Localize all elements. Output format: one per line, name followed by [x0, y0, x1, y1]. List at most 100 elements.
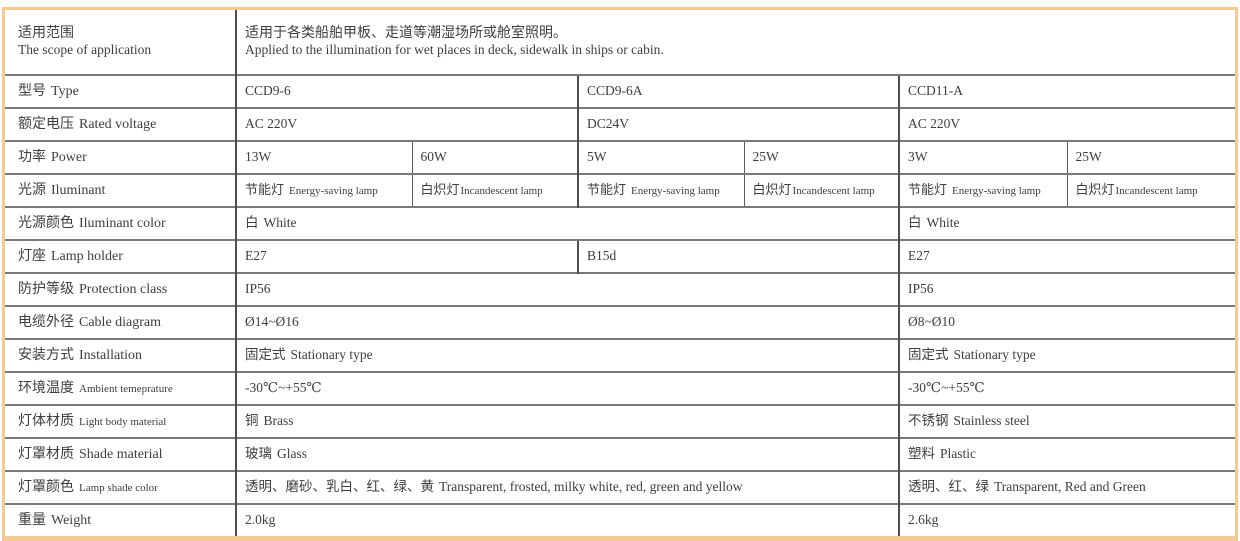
row-ambient-temperature: 环境温度 Ambient temeprature -30℃~+55℃ -30℃~+…	[5, 371, 1236, 405]
value-cell: 13W	[235, 140, 412, 174]
value-cell: 25W	[1066, 140, 1236, 174]
row-shade-material: 灯罩材质 Shade material 玻璃 Glass 塑料 Plastic	[5, 437, 1236, 471]
value-cell: -30℃~+55℃	[897, 371, 1236, 405]
value-cell: 白 White	[897, 206, 1236, 240]
row-lamp-holder: 灯座 Lamp holder E27 B15d E27	[5, 239, 1236, 273]
row-installation: 安装方式 Installation 固定式 Stationary type 固定式 S…	[5, 338, 1236, 372]
value-cell: 不锈钢 Stainless steel	[897, 404, 1236, 438]
value-cell: 透明、磨砂、乳白、红、绿、黄 Transparent, frosted, milk…	[235, 470, 899, 504]
row-label: 重量 Weight	[5, 503, 236, 536]
row-label: 安装方式 Installation	[5, 338, 236, 372]
row-label-cn: 光源	[18, 182, 46, 198]
value-cell: AC 220V	[235, 107, 578, 141]
row-label-en: Lamp holder	[51, 248, 123, 264]
row-label-en: The scope of application	[18, 42, 152, 58]
row-label-en: Lamp shade color	[79, 481, 158, 494]
row-label-cn: 安装方式	[18, 347, 74, 363]
row-illuminant-color: 光源颜色 Iluminant color 白 White 白 White	[5, 206, 1236, 240]
row-label: 灯座 Lamp holder	[5, 239, 236, 273]
value-cell: AC 220V	[897, 107, 1236, 141]
row-label: 光源 Iluminant	[5, 173, 236, 207]
value-cell: 节能灯 Energy-saving lamp	[577, 173, 744, 207]
row-label-en: Cable diagram	[79, 314, 162, 330]
value-cell: E27	[897, 239, 1236, 273]
product-spec-table: 适用范围 The scope of application 适用于各类船舶甲板、…	[5, 10, 1236, 536]
row-label: 光源颜色 Iluminant color	[5, 206, 236, 240]
row-label-en: Light body material	[79, 415, 167, 428]
row-type: 型号 Type CCD9-6 CCD9-6A CCD11-A	[5, 74, 1236, 108]
scope-text-cn: 适用于各类船舶甲板、走道等潮湿场所或舱室照明。	[245, 25, 567, 41]
row-label-en: Protection class	[79, 281, 168, 297]
value-cell: Ø8~Ø10	[897, 305, 1236, 339]
value-cell: 白炽灯Incandescent lamp	[1066, 173, 1236, 207]
row-label-cn: 灯罩颜色	[18, 479, 74, 495]
scope-text-en: Applied to the illumination for wet plac…	[245, 42, 664, 58]
row-rated-voltage: 额定电压 Rated voltage AC 220V DC24V AC 220V	[5, 107, 1236, 141]
row-label: 环境温度 Ambient temeprature	[5, 371, 236, 405]
row-label: 功率 Power	[5, 140, 236, 174]
row-label-cn: 灯体材质	[18, 413, 74, 429]
value-cell: 3W	[898, 140, 1067, 174]
row-label-en: Weight	[51, 512, 92, 528]
row-label: 额定电压 Rated voltage	[5, 107, 236, 141]
value-cell: IP56	[235, 272, 899, 306]
value-cell: IP56	[897, 272, 1236, 306]
value-cell: 白炽灯Incandescent lamp	[411, 173, 578, 207]
row-label-cn: 额定电压	[18, 116, 74, 132]
row-label-cn: 光源颜色	[18, 215, 74, 231]
value-cell: B15d	[577, 239, 899, 273]
row-label: 灯罩颜色 Lamp shade color	[5, 470, 236, 504]
row-label-cn: 型号	[18, 83, 46, 99]
value-cell: 透明、红、绿 Transparent, Red and Green	[897, 470, 1236, 504]
row-illuminant: 光源 Iluminant 节能灯 Energy-saving lamp 白炽灯Inc…	[5, 173, 1236, 207]
value-cell: Ø14~Ø16	[235, 305, 899, 339]
row-cable-diameter: 电缆外径 Cable diagram Ø14~Ø16 Ø8~Ø10	[5, 305, 1236, 339]
value-cell: 25W	[743, 140, 899, 174]
row-label-cn: 灯座	[18, 248, 46, 264]
row-lamp-shade-color: 灯罩颜色 Lamp shade color 透明、磨砂、乳白、红、绿、黄 Trans…	[5, 470, 1236, 504]
row-label-cn: 电缆外径	[18, 314, 74, 330]
value-cell: 白炽灯Incandescent lamp	[743, 173, 899, 207]
row-label-cn: 环境温度	[18, 380, 74, 396]
value-cell: CCD11-A	[897, 74, 1236, 108]
spec-table-frame: 适用范围 The scope of application 适用于各类船舶甲板、…	[2, 7, 1238, 541]
row-label-cn: 适用范围	[18, 25, 74, 41]
row-label-en: Iluminant	[51, 182, 106, 198]
row-label: 灯体材质 Light body material	[5, 404, 236, 438]
value-cell: -30℃~+55℃	[235, 371, 899, 405]
value-cell: 铜 Brass	[235, 404, 899, 438]
value-cell: 节能灯 Energy-saving lamp	[898, 173, 1067, 207]
row-label-en: Ambient temeprature	[79, 382, 173, 395]
row-label-cn: 功率	[18, 149, 46, 165]
value-cell: CCD9-6A	[577, 74, 899, 108]
row-label: 适用范围 The scope of application	[5, 10, 236, 75]
value-cell: E27	[235, 239, 578, 273]
value-cell: 60W	[411, 140, 578, 174]
row-label-en: Rated voltage	[79, 116, 157, 132]
row-label: 灯罩材质 Shade material	[5, 437, 236, 471]
value-cell: 5W	[577, 140, 744, 174]
value-cell: 白 White	[235, 206, 899, 240]
value-cell: 2.0kg	[235, 503, 899, 536]
row-power: 功率 Power 13W 60W 5W 25W 3W 25W	[5, 140, 1236, 174]
row-light-body-material: 灯体材质 Light body material 铜 Brass 不锈钢 Stainl…	[5, 404, 1236, 438]
row-label: 电缆外径 Cable diagram	[5, 305, 236, 339]
row-label-en: Power	[51, 149, 87, 165]
value-cell: CCD9-6	[235, 74, 578, 108]
value-cell: 固定式 Stationary type	[897, 338, 1236, 372]
value-cell: DC24V	[577, 107, 899, 141]
value-cell: 节能灯 Energy-saving lamp	[235, 173, 412, 207]
value-cell: 固定式 Stationary type	[235, 338, 899, 372]
row-label-en: Installation	[79, 347, 142, 363]
value-cell: 玻璃 Glass	[235, 437, 899, 471]
value-cell: 塑料 Plastic	[897, 437, 1236, 471]
row-label-cn: 防护等级	[18, 281, 74, 297]
row-label: 防护等级 Protection class	[5, 272, 236, 306]
row-label-en: Iluminant color	[79, 215, 166, 231]
row-scope: 适用范围 The scope of application 适用于各类船舶甲板、…	[5, 10, 1236, 75]
row-protection-class: 防护等级 Protection class IP56 IP56	[5, 272, 1236, 306]
row-weight: 重量 Weight 2.0kg 2.6kg	[5, 503, 1236, 536]
row-label-en: Shade material	[79, 446, 163, 462]
row-label-en: Type	[51, 83, 79, 99]
row-label-cn: 重量	[18, 512, 46, 528]
